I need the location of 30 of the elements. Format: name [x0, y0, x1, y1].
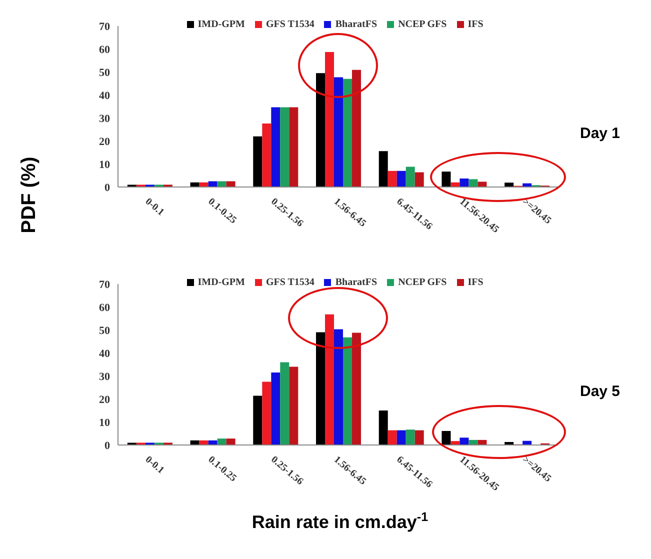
y-tick-label: 70: [99, 20, 110, 33]
legend-label: IMD-GPM: [198, 19, 245, 30]
legend-label: IFS: [468, 19, 484, 30]
y-axis-title: PDF (%): [18, 156, 40, 234]
legend-label: GFS T1534: [266, 19, 314, 30]
legend-label: IMD-GPM: [198, 277, 245, 288]
y-tick-label: 40: [99, 90, 110, 102]
legend-label: IFS: [468, 277, 484, 288]
text: Day 5: [580, 383, 620, 400]
y-tick-label: 50: [99, 324, 110, 337]
y-tick-label: 0: [104, 440, 110, 452]
legend-label: BharatFS: [335, 19, 378, 30]
legend-label: NCEP GFS: [398, 19, 447, 30]
y-tick-label: 30: [99, 112, 110, 125]
legend-label: BharatFS: [335, 277, 378, 288]
y-tick-label: 30: [99, 370, 110, 383]
y-tick-label: 10: [99, 416, 110, 429]
y-tick-label: 0: [104, 182, 110, 194]
y-tick-label: 60: [99, 302, 110, 314]
text: Day 1: [580, 125, 620, 142]
y-tick-label: 10: [99, 158, 110, 171]
y-tick-label: 20: [99, 394, 110, 406]
legend-label: GFS T1534: [266, 277, 314, 288]
x-axis-title: Rain rate in cm.day$^{-1}$: [252, 510, 428, 532]
y-tick-label: 70: [99, 278, 110, 291]
y-tick-label: 20: [99, 136, 110, 148]
legend-label: NCEP GFS: [398, 277, 447, 288]
y-tick-label: 50: [99, 66, 110, 79]
y-tick-label: 40: [99, 348, 110, 360]
y-tick-label: 60: [99, 44, 110, 56]
